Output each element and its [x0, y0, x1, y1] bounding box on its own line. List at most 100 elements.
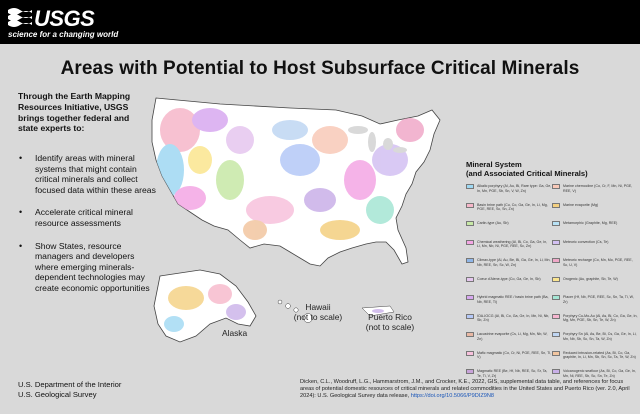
- legend-label: Metamorphic (Graphite, Mg, REE): [563, 221, 618, 226]
- legend-item: Climax-type (Al, Au, Be, Bi, Ga, Ge, In,…: [466, 258, 552, 267]
- legend-item: Mafic magmatic (Co, Cr, Ni, PGE, REE, Sn…: [466, 350, 552, 360]
- usgs-wave-icon: [8, 8, 32, 27]
- agency-name: U.S. Geological Survey: [18, 389, 97, 399]
- logo-text: USGS: [34, 6, 95, 31]
- hawaii-name: Hawaii: [305, 302, 331, 312]
- legend-label: IOA-IOCG (Al, Bi, Co, Ga, Ge, In, Mn, Ni…: [477, 313, 550, 323]
- goal-item: Show States, resource managers and devel…: [18, 241, 158, 294]
- legend-label: Carlin-type (Au, Sb): [477, 221, 509, 226]
- legend-swatch: [466, 369, 474, 375]
- legend-item: Meteoric recharge (Co, Mn, Mo, PGE, REE,…: [552, 258, 638, 267]
- legend-swatch: [552, 202, 560, 208]
- legend-title: Mineral System: [466, 160, 522, 169]
- legend-swatch: [552, 276, 560, 282]
- legend-swatch: [466, 184, 474, 190]
- legend-swatch: [466, 221, 474, 227]
- legend-label: Placer (Hf, Nb, PGE, REE, Sc, Sn, Ta, Ti…: [563, 295, 634, 304]
- legend-swatch: [466, 202, 474, 208]
- conterminous-us: [151, 97, 441, 267]
- organization-footer: U.S. Department of the Interior U.S. Geo…: [18, 380, 168, 399]
- legend-label: Volcanogenic seafloor (As, Bi, Co, Ga, G…: [563, 369, 636, 378]
- legend-item: Porphyry Cu-Mo-Au (Al, As, Bi, Co, Ga, G…: [552, 313, 638, 323]
- legend-item: Placer (Hf, Nb, PGE, REE, Sc, Sn, Ta, Ti…: [552, 295, 638, 304]
- hawaii-scale-note: (not to scale): [293, 311, 343, 322]
- goal-item: Accelerate critical mineral resource ass…: [18, 207, 158, 228]
- legend-swatch: [552, 184, 560, 190]
- legend-item: Alkalic porphyry (Al, Au, Bi, Rare type:…: [466, 184, 552, 193]
- legend-label: Porphyry Sn (Al, As, Be, Bi, Cs, Ga, Ge,…: [563, 332, 637, 341]
- legend-label: Climax-type (Al, Au, Be, Bi, Ga, Ge, In,…: [477, 258, 551, 267]
- legend-label: Basin brine path (Cu, Co, Ga, Ge, In, Li…: [477, 202, 548, 212]
- legend-label: Lacustrine evaporite (Cs, Li, Mg, Mn, Nb…: [477, 332, 548, 341]
- legend-label: Alkalic porphyry (Al, Au, Bi, Rare type:…: [477, 184, 552, 193]
- legend-swatch: [466, 276, 474, 282]
- legend-swatch: [466, 258, 474, 264]
- legend-swatch: [552, 258, 560, 264]
- legend-label: Coeur d'Alene-type (Co, Ga, Ge, In, Sb): [477, 276, 541, 281]
- legend-item: IOA-IOCG (Al, Bi, Co, Ga, Ge, In, Mn, Ni…: [466, 313, 552, 323]
- legend-label: Meteoric convection (Cs, Te): [563, 239, 609, 244]
- legend-item: Chemical weathering (Al, Bi, Co, Ga, Ge,…: [466, 239, 552, 249]
- legend-swatch: [466, 295, 474, 301]
- legend-item: Hybrid magmatic REE / basin brine path (…: [466, 295, 552, 304]
- legend-swatch: [552, 369, 560, 375]
- citation: Dicken, C.L., Woodruff, L.G., Hammarstro…: [300, 379, 630, 401]
- legend-label: Magmatic REE (Be, Hf, Nb, REE, Sc, Sr, T…: [477, 369, 548, 378]
- legend-swatch: [552, 350, 560, 356]
- legend-swatch: [552, 239, 560, 245]
- hawaii-label: Hawaii (not to scale): [290, 302, 346, 322]
- goal-list: Identify areas with mineral systems that…: [18, 153, 158, 306]
- legend-item: Orogenic (Au, graphite, Sb, Te, W): [552, 276, 638, 282]
- legend-swatch: [552, 313, 560, 319]
- logo-tagline: science for a changing world: [8, 30, 119, 39]
- usgs-logo[interactable]: USGS science for a changing world: [8, 6, 128, 40]
- intro-text: Through the Earth Mapping Resources Init…: [18, 91, 131, 134]
- critical-minerals-map[interactable]: [140, 80, 470, 380]
- legend-label: Marine evaporite (Mg): [563, 202, 599, 207]
- legend-swatch: [466, 350, 474, 356]
- citation-doi-link[interactable]: https://doi.org/10.5066/P9DIZ9N8: [410, 393, 495, 400]
- legend-item: Lacustrine evaporite (Cs, Li, Mg, Mn, Nb…: [466, 332, 552, 341]
- legend-swatch: [466, 313, 474, 319]
- page-title: Areas with Potential to Host Subsurface …: [60, 58, 580, 79]
- alaska-label: Alaska: [222, 328, 248, 338]
- legend-swatch: [466, 239, 474, 245]
- legend-label: Porphyry Cu-Mo-Au (Al, As, Bi, Co, Ga, G…: [563, 313, 638, 323]
- legend-item: Marine evaporite (Mg): [552, 202, 638, 208]
- header-banner: USGS science for a changing world: [0, 0, 640, 44]
- legend-label: Orogenic (Au, graphite, Sb, Te, W): [563, 276, 618, 281]
- legend-swatch: [552, 221, 560, 227]
- legend-swatch: [466, 332, 474, 338]
- legend-item: Porphyry Sn (Al, As, Be, Bi, Cs, Ga, Ge,…: [552, 332, 638, 341]
- goal-item: Identify areas with mineral systems that…: [18, 153, 158, 195]
- legend-swatch: [552, 295, 560, 301]
- legend-item: Magmatic REE (Be, Hf, Nb, REE, Sc, Sr, T…: [466, 369, 552, 378]
- mineral-system-legend: Mineral System (and Associated Critical …: [466, 160, 638, 394]
- legend-swatch: [552, 332, 560, 338]
- legend-item: Metamorphic (Graphite, Mg, REE): [552, 221, 638, 227]
- hawaii-inset: [277, 299, 313, 323]
- legend-label: Mafic magmatic (Co, Cr, Ni, PGE, REE, Sn…: [477, 350, 552, 360]
- legend-label: Meteoric recharge (Co, Mn, Mo, PGE, REE,…: [563, 258, 633, 267]
- legend-item: Reduced intrusion-related (As, Bi, Co, G…: [552, 350, 638, 360]
- legend-label: Hybrid magmatic REE / basin brine path (…: [477, 295, 549, 304]
- citation-text: Dicken, C.L., Woodruff, L.G., Hammarstro…: [300, 379, 630, 400]
- legend-item: Basin brine path (Cu, Co, Ga, Ge, In, Li…: [466, 202, 552, 212]
- puerto-rico-label: Puerto Rico (not to scale): [360, 312, 420, 332]
- legend-label: Marine chemocline (Co, Cr, F, Mn, Ni, PG…: [563, 184, 633, 193]
- legend-item: Meteoric convection (Cs, Te): [552, 239, 638, 245]
- legend-heading: Mineral System (and Associated Critical …: [466, 160, 638, 178]
- legend-item: Carlin-type (Au, Sb): [466, 221, 552, 227]
- legend-item: Coeur d'Alene-type (Co, Ga, Ge, In, Sb): [466, 276, 552, 282]
- alaska-inset: [153, 269, 257, 343]
- legend-item: Marine chemocline (Co, Cr, F, Mn, Ni, PG…: [552, 184, 638, 193]
- department-name: U.S. Department of the Interior: [18, 380, 122, 389]
- puerto-rico-scale-note: (not to scale): [365, 321, 415, 332]
- legend-subtitle: (and Associated Critical Minerals): [466, 169, 588, 179]
- puerto-rico-inset: [361, 305, 395, 317]
- legend-item: Volcanogenic seafloor (As, Bi, Co, Ga, G…: [552, 369, 638, 378]
- legend-label: Reduced intrusion-related (As, Bi, Co, G…: [563, 350, 636, 360]
- legend-label: Chemical weathering (Al, Bi, Co, Ga, Ge,…: [477, 239, 548, 249]
- puerto-rico-name: Puerto Rico: [368, 312, 412, 322]
- legend-items: Alkalic porphyry (Al, Au, Bi, Rare type:…: [466, 184, 638, 394]
